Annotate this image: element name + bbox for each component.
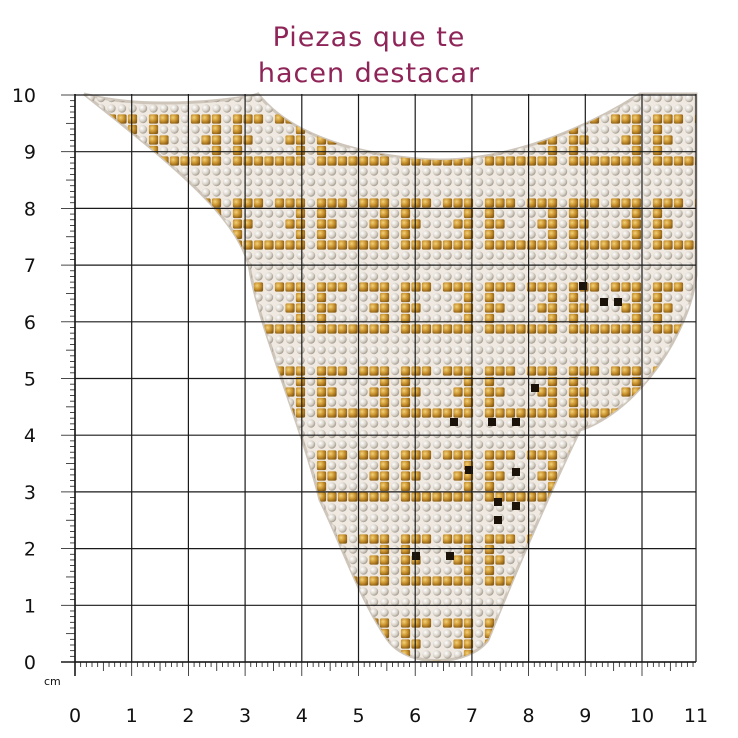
title-line-1: Piezas que te — [272, 22, 466, 53]
x-tick-label: 8 — [523, 705, 535, 727]
y-tick-label: 7 — [24, 255, 36, 277]
x-tick-label: 4 — [296, 705, 308, 727]
y-tick-label: 5 — [24, 369, 36, 391]
y-tick-label: 9 — [24, 142, 36, 164]
ruler-ticks — [61, 94, 694, 676]
y-tick-label: 0 — [24, 652, 36, 674]
y-tick-label: 6 — [24, 312, 36, 334]
unit-label: cm — [44, 675, 61, 688]
y-tick-label: 3 — [24, 482, 36, 504]
x-tick-label: 10 — [630, 705, 654, 727]
x-tick-label: 11 — [684, 705, 708, 727]
collar-applique — [82, 92, 698, 663]
grid — [61, 94, 697, 676]
x-tick-label: 7 — [466, 705, 478, 727]
y-tick-label: 2 — [24, 539, 36, 561]
x-tick-label: 6 — [409, 705, 421, 727]
y-tick-label: 4 — [24, 425, 36, 447]
y-tick-label: 8 — [24, 198, 36, 220]
title-line-2: hacen destacar — [257, 58, 481, 89]
y-tick-label: 10 — [12, 85, 36, 107]
x-tick-label: 1 — [126, 705, 138, 727]
x-tick-label: 5 — [352, 705, 364, 727]
x-tick-label: 3 — [239, 705, 251, 727]
x-tick-label: 9 — [579, 705, 591, 727]
y-tick-label: 1 — [24, 595, 36, 617]
x-tick-label: 2 — [182, 705, 194, 727]
x-tick-label: 0 — [69, 705, 81, 727]
